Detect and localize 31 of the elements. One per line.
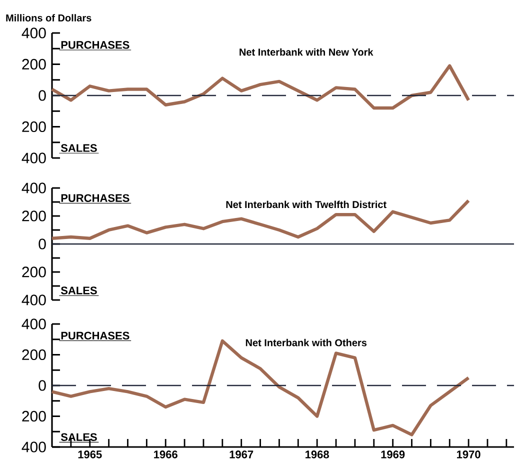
x-tick-label: 1969 (381, 450, 405, 458)
y-tick-label: 200 (22, 210, 46, 222)
y-tick-label: 400 (22, 318, 46, 330)
x-tick-label: 1965 (78, 450, 102, 458)
x-tick-label: 1967 (230, 450, 254, 458)
annotation: SALES (60, 433, 97, 441)
text: Net Interbank with Others (246, 338, 367, 346)
x-tick-label: 1968 (306, 450, 329, 458)
text: Net Interbank with Twelfth District (226, 200, 386, 208)
y-tick-label: 400 (22, 294, 46, 306)
y-tick-label: 200 (22, 121, 46, 132)
text: Net Interbank with New York (240, 48, 374, 56)
annotation: SALES (60, 144, 97, 152)
y-tick-label: 200 (22, 410, 46, 422)
x-tick-label: 1966 (154, 450, 178, 458)
annotation: PURCHASES (61, 194, 130, 202)
y-tick-label: 0 (38, 238, 46, 250)
y-tick-label: 200 (22, 349, 46, 360)
y-tick-label: 400 (22, 182, 46, 194)
y-tick-label: 0 (38, 90, 46, 101)
y-tick-label: 200 (22, 58, 46, 70)
annotation: SALES (60, 286, 97, 294)
y-tick-label: 200 (22, 266, 46, 278)
x-tick-label: 1970 (457, 450, 480, 458)
y-tick-label: 400 (22, 28, 46, 38)
y-tick-label: 400 (22, 442, 46, 452)
y-tick-label: 0 (38, 380, 46, 391)
y-axis-title: Millions of Dollars (6, 14, 92, 22)
annotation: PURCHASES (61, 41, 130, 49)
y-tick-label: 400 (22, 152, 46, 164)
annotation: PURCHASES (61, 332, 130, 340)
